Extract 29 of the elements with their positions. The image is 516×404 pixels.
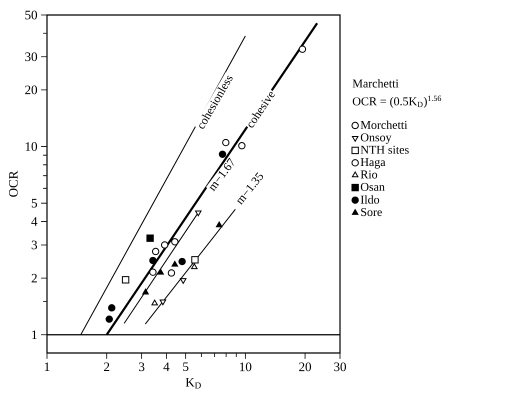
legend-label: Onsoy — [360, 133, 392, 144]
x-tick-label: 4 — [163, 362, 170, 371]
text: OCR = (0.5K$_{D}$)$^{1.56}$ — [352, 96, 442, 108]
y-tick-label: 1 — [32, 330, 37, 340]
y-tick-label: 50 — [25, 10, 38, 20]
x-tick-label: 5 — [183, 362, 188, 372]
y-tick-label: 20 — [25, 86, 38, 94]
legend-label: Haga — [360, 158, 386, 169]
y-tick-label: 30 — [25, 52, 38, 62]
x-axis-title: K$_{D}$ — [186, 378, 201, 388]
legend-title: Marchetti — [352, 79, 399, 88]
y-tick-label: 4 — [31, 217, 38, 226]
legend-label: NTH sites — [360, 146, 409, 154]
x-tick-label: 30 — [334, 362, 346, 372]
x-tick-label: 3 — [139, 362, 144, 372]
x-tick-label: 20 — [299, 362, 312, 372]
y-tick-label: 5 — [32, 198, 38, 208]
x-tick-label: 1 — [44, 362, 50, 372]
legend-label: Osan — [360, 182, 385, 191]
legend-label: Sore — [361, 208, 382, 216]
y-tick-label: 2 — [32, 274, 37, 282]
y-tick-label: 3 — [32, 240, 38, 250]
legend-label: Ildo — [360, 195, 380, 204]
legend-label: Rio — [360, 170, 378, 178]
y-tick-label: 10 — [26, 142, 38, 151]
x-tick-label: 10 — [240, 362, 252, 372]
legend-label: Morchetti — [360, 120, 408, 129]
y-axis-title: OCR — [9, 170, 18, 197]
x-tick-label: 2 — [104, 362, 110, 372]
